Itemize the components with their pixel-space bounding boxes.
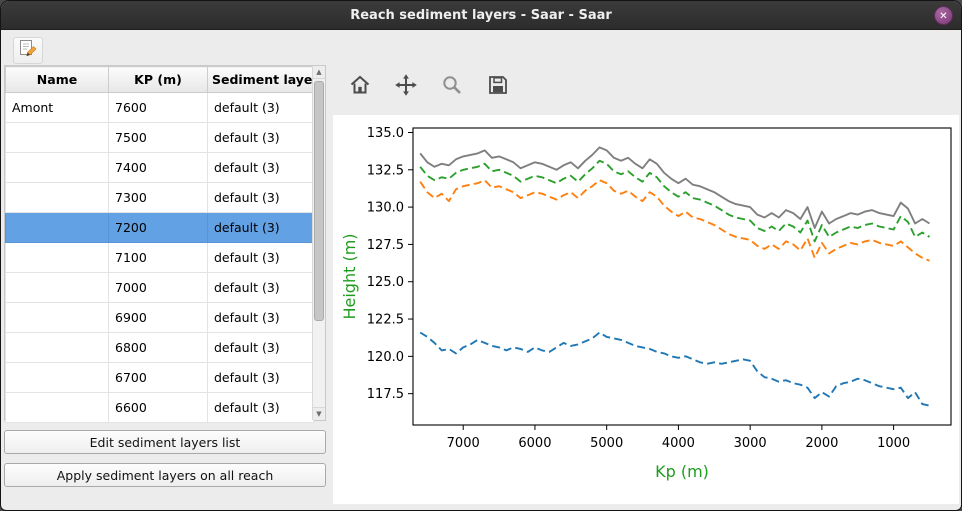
cell-kp[interactable]: 7400 [108, 152, 208, 183]
svg-text:3000: 3000 [734, 436, 767, 451]
table-row[interactable]: 7300 default (3) [5, 182, 314, 213]
magnifier-icon [439, 73, 465, 101]
table-row[interactable]: 7100 default (3) [5, 242, 314, 273]
svg-text:Height (m): Height (m) [340, 233, 359, 319]
edit-toolbar [13, 36, 43, 64]
table-row[interactable]: 6700 default (3) [5, 362, 314, 393]
figure-canvas[interactable]: 7000 6000 5000 4000 3000 2000 1000 117.5 120.0 12… [333, 115, 959, 504]
cell-name[interactable] [5, 122, 109, 153]
svg-text:135.0: 135.0 [367, 126, 404, 141]
pan-arrows-icon [393, 73, 419, 101]
cell-name[interactable] [5, 182, 109, 213]
cell-name[interactable] [5, 332, 109, 363]
cell-name[interactable]: Amont [5, 92, 109, 123]
cell-kp[interactable]: 7600 [108, 92, 208, 123]
apply-sediment-layers-button[interactable]: Apply sediment layers on all reach [4, 463, 326, 487]
titlebar[interactable]: Reach sediment layers - Saar - Saar ✕ [1, 1, 961, 30]
table-row[interactable]: Amont 7600 default (3) [5, 92, 314, 123]
cell-sediment-layers[interactable]: default (3) [207, 362, 314, 393]
cell-name[interactable] [5, 302, 109, 333]
close-icon: ✕ [939, 11, 948, 22]
home-button[interactable] [345, 73, 375, 101]
cell-sediment-layers[interactable]: default (3) [207, 182, 314, 213]
home-icon [347, 73, 373, 101]
svg-text:5000: 5000 [590, 436, 623, 451]
cell-kp[interactable]: 6700 [108, 362, 208, 393]
table-row[interactable]: 6900 default (3) [5, 302, 314, 333]
header-kp[interactable]: KP (m) [108, 66, 208, 93]
pan-button[interactable] [391, 73, 421, 101]
svg-text:2000: 2000 [805, 436, 838, 451]
edit-pencil-icon [18, 38, 38, 62]
scrollbar-thumb[interactable] [314, 81, 324, 321]
svg-text:132.5: 132.5 [367, 163, 404, 178]
svg-text:130.0: 130.0 [367, 201, 404, 216]
cell-name[interactable] [5, 392, 109, 423]
edit-sediment-layers-list-button[interactable]: Edit sediment layers list [4, 430, 326, 454]
close-button[interactable]: ✕ [934, 6, 953, 25]
table-row[interactable]: 7500 default (3) [5, 122, 314, 153]
table-row[interactable]: 7000 default (3) [5, 272, 314, 303]
cell-kp[interactable]: 7200 [108, 212, 208, 243]
cell-name[interactable] [5, 272, 109, 303]
sediment-table-wrap: Name KP (m) Sediment layers Amont 7600 d… [4, 65, 326, 423]
table-row[interactable]: 7200 default (3) [5, 212, 314, 243]
header-name[interactable]: Name [5, 66, 109, 93]
cell-name[interactable] [5, 242, 109, 273]
cell-sediment-layers[interactable]: default (3) [207, 152, 314, 183]
save-floppy-icon [485, 73, 511, 101]
cell-sediment-layers[interactable]: default (3) [207, 302, 314, 333]
svg-text:120.0: 120.0 [367, 350, 404, 365]
scroll-down-arrow[interactable]: ▼ [313, 407, 325, 420]
cell-sediment-layers[interactable]: default (3) [207, 392, 314, 423]
cell-sediment-layers[interactable]: default (3) [207, 212, 314, 243]
sediment-profile-chart[interactable]: 7000 6000 5000 4000 3000 2000 1000 117.5 120.0 12… [333, 115, 957, 502]
cell-sediment-layers[interactable]: default (3) [207, 122, 314, 153]
svg-text:117.5: 117.5 [367, 387, 404, 402]
header-sediment-layers[interactable]: Sediment layers [207, 66, 314, 93]
cell-sediment-layers[interactable]: default (3) [207, 272, 314, 303]
table-header-row: Name KP (m) Sediment layers [5, 66, 314, 93]
sediment-table: Name KP (m) Sediment layers Amont 7600 d… [5, 66, 314, 423]
svg-text:Kp (m): Kp (m) [655, 462, 709, 481]
cell-sediment-layers[interactable]: default (3) [207, 242, 314, 273]
svg-text:6000: 6000 [518, 436, 551, 451]
cell-kp[interactable]: 7000 [108, 272, 208, 303]
edit-sediment-button[interactable] [13, 36, 43, 64]
save-button[interactable] [483, 73, 513, 101]
svg-text:1000: 1000 [877, 436, 910, 451]
table-scrollbar[interactable]: ▲ ▼ [312, 66, 325, 420]
cell-name[interactable] [5, 152, 109, 183]
cell-kp[interactable]: 6900 [108, 302, 208, 333]
zoom-button[interactable] [437, 73, 467, 101]
table-row[interactable]: 6800 default (3) [5, 332, 314, 363]
cell-kp[interactable]: 7100 [108, 242, 208, 273]
cell-sediment-layers[interactable]: default (3) [207, 332, 314, 363]
sediment-table-panel: Name KP (m) Sediment layers Amont 7600 d… [4, 65, 326, 487]
window-title: Reach sediment layers - Saar - Saar [350, 7, 612, 23]
table-row[interactable]: 7400 default (3) [5, 152, 314, 183]
svg-text:7000: 7000 [447, 436, 480, 451]
scroll-up-arrow[interactable]: ▲ [313, 66, 325, 79]
svg-text:122.5: 122.5 [367, 313, 404, 328]
plot-toolbar [345, 73, 513, 101]
cell-kp[interactable]: 6800 [108, 332, 208, 363]
cell-sediment-layers[interactable]: default (3) [207, 92, 314, 123]
cell-name[interactable] [5, 212, 109, 243]
cell-kp[interactable]: 7500 [108, 122, 208, 153]
table-row[interactable]: 6600 default (3) [5, 392, 314, 423]
svg-text:4000: 4000 [662, 436, 695, 451]
svg-text:125.0: 125.0 [367, 275, 404, 290]
cell-kp[interactable]: 6600 [108, 392, 208, 423]
cell-name[interactable] [5, 362, 109, 393]
cell-kp[interactable]: 7300 [108, 182, 208, 213]
svg-text:127.5: 127.5 [367, 238, 404, 253]
